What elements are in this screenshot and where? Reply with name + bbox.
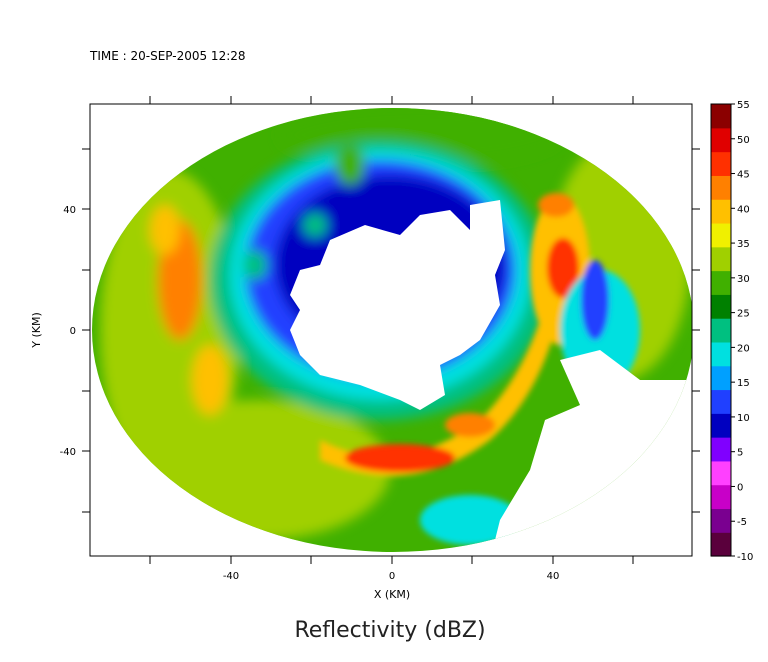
x-tick-label-minus40: -40 bbox=[223, 571, 239, 582]
y-tick-label-40: 40 bbox=[63, 205, 76, 216]
x-tick-label-0: 0 bbox=[389, 571, 395, 582]
colorbar-segment bbox=[711, 294, 731, 319]
north-green-spot bbox=[335, 145, 365, 185]
colorbar-segment bbox=[711, 246, 731, 272]
x-tick-label-40: 40 bbox=[547, 571, 560, 582]
colorbar-segment bbox=[711, 413, 731, 438]
colorbar-tick-label: 10 bbox=[737, 413, 750, 424]
echo-free-eye bbox=[290, 200, 505, 410]
south-eyewall-band bbox=[320, 320, 555, 476]
colorbar-tick-label: 0 bbox=[737, 482, 743, 493]
colorbar-segment bbox=[711, 151, 731, 176]
colorbar-tick-label: 5 bbox=[737, 448, 743, 459]
west-rainband-north bbox=[150, 205, 180, 255]
southeast-cyan-fringe bbox=[420, 495, 520, 545]
colorbar-tick-label: 50 bbox=[737, 135, 750, 146]
colorbar-segment bbox=[711, 175, 731, 200]
reflectivity-field bbox=[92, 108, 694, 552]
colorbar bbox=[711, 104, 731, 557]
colorbar-segment bbox=[711, 199, 731, 224]
colorbar-segment bbox=[711, 104, 731, 129]
northwest-green-spot bbox=[303, 213, 327, 237]
colorbar-segment bbox=[711, 318, 731, 343]
colorbar-segment bbox=[711, 437, 731, 462]
time-label: TIME : 20-SEP-2005 12:28 bbox=[89, 49, 246, 63]
colorbar-segment bbox=[711, 484, 731, 510]
colorbar-tick-label: -5 bbox=[737, 517, 747, 528]
colorbar-tick-label: 25 bbox=[737, 309, 750, 320]
colorbar-segment bbox=[711, 270, 731, 295]
colorbar-segment bbox=[711, 508, 731, 533]
colorbar-tick-label: 35 bbox=[737, 239, 750, 250]
south-eyewall-core bbox=[345, 444, 455, 472]
colorbar-tick-label: 15 bbox=[737, 378, 750, 389]
x-axis-label: X (KM) bbox=[374, 588, 410, 601]
east-rainband-north bbox=[538, 193, 574, 217]
south-eyewall-east bbox=[445, 413, 495, 437]
colorbar-tick-label: 55 bbox=[737, 100, 750, 111]
west-green-spot bbox=[243, 250, 267, 280]
east-blue-patch bbox=[581, 260, 609, 340]
colorbar-segment bbox=[711, 222, 731, 248]
colorbar-tick-label: -10 bbox=[737, 552, 753, 563]
colorbar-segment bbox=[711, 341, 731, 367]
axis-ticks bbox=[82, 96, 700, 564]
colorbar-frame bbox=[710, 103, 732, 557]
west-rainband-south bbox=[192, 345, 228, 415]
colorbar-segment bbox=[711, 127, 731, 153]
y-tick-label-minus40: -40 bbox=[60, 447, 76, 458]
colorbar-segment bbox=[711, 389, 731, 414]
y-axis-label: Y (KM) bbox=[30, 312, 43, 349]
colorbar-tick-label: 20 bbox=[737, 343, 750, 354]
colorbar-tick-label: 45 bbox=[737, 170, 750, 181]
y-tick-label-0: 0 bbox=[70, 326, 76, 337]
colorbar-tick-label: 30 bbox=[737, 274, 750, 285]
colorbar-segment bbox=[711, 365, 731, 391]
colorbar-segment bbox=[711, 532, 731, 557]
colorbar-segment bbox=[711, 460, 731, 486]
colorbar-tick-label: 40 bbox=[737, 204, 750, 215]
east-rainband-core bbox=[547, 238, 579, 298]
chart-caption: Reflectivity (dBZ) bbox=[294, 618, 485, 643]
